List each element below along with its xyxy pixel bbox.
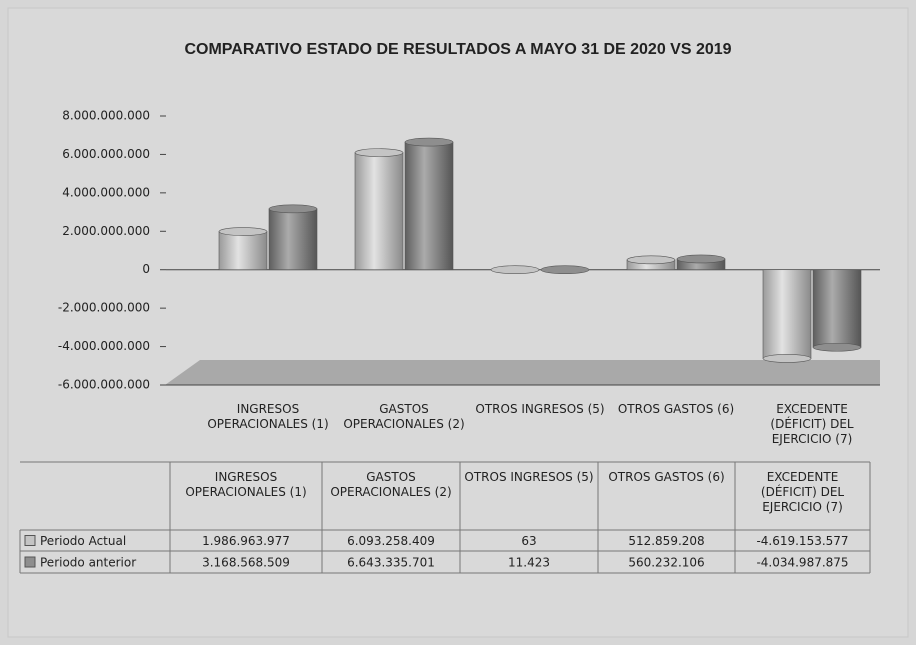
y-tick-label: -6.000.000.000 xyxy=(58,378,150,392)
x-tick-label: OTROS INGRESOS (5) xyxy=(475,402,605,416)
bar xyxy=(354,152,404,271)
bar xyxy=(762,269,812,359)
table-value: 11.423 xyxy=(508,556,550,570)
y-tick-label: 6.000.000.000 xyxy=(62,147,150,161)
table-header: INGRESOS OPERACIONALES (1) xyxy=(185,470,307,499)
bar xyxy=(812,269,862,348)
bar-cap xyxy=(812,342,862,352)
bar-cap xyxy=(762,354,812,363)
table-value: 63 xyxy=(521,534,536,548)
table-value: 512.859.208 xyxy=(628,534,704,548)
bar-cap xyxy=(218,227,268,236)
legend-label: Periodo anterior xyxy=(40,556,136,570)
floor xyxy=(165,360,880,385)
table-header: EXCEDENTE (DÉFICIT) DEL EJERCICIO (7) xyxy=(760,470,845,514)
bar-cap xyxy=(490,265,540,275)
y-tick-label: 8.000.000.000 xyxy=(62,109,150,123)
table-value: 6.093.258.409 xyxy=(347,534,435,548)
bar xyxy=(218,231,268,271)
bar-cap xyxy=(676,254,726,264)
legend-swatch xyxy=(24,556,36,568)
table-header: GASTOS OPERACIONALES (2) xyxy=(330,470,452,499)
table-value: 1.986.963.977 xyxy=(202,534,290,548)
legend-label: Periodo Actual xyxy=(40,534,126,548)
y-tick-label: 2.000.000.000 xyxy=(62,224,150,238)
x-tick-label: INGRESOS OPERACIONALES (1) xyxy=(207,402,329,431)
chart-title: COMPARATIVO ESTADO DE RESULTADOS A MAYO … xyxy=(184,41,731,58)
y-tick-label: -4.000.000.000 xyxy=(58,339,150,353)
table-value: 6.643.335.701 xyxy=(347,556,435,570)
table-header: OTROS INGRESOS (5) xyxy=(464,470,594,484)
table-header: OTROS GASTOS (6) xyxy=(608,470,725,484)
bar xyxy=(404,141,454,271)
table-value: -4.619.153.577 xyxy=(756,534,848,548)
bar-cap xyxy=(354,148,404,157)
bar xyxy=(268,208,318,271)
chart-area xyxy=(7,7,909,638)
bar-cap xyxy=(404,137,454,147)
bar-cap xyxy=(268,204,318,214)
y-tick-label: 4.000.000.000 xyxy=(62,185,150,199)
y-tick-label: 0 xyxy=(142,262,150,276)
x-tick-label: EXCEDENTE (DÉFICIT) DEL EJERCICIO (7) xyxy=(770,402,854,446)
table-value: -4.034.987.875 xyxy=(756,556,848,570)
table-value: 3.168.568.509 xyxy=(202,556,290,570)
y-tick-label: -2.000.000.000 xyxy=(58,301,150,315)
bar-cap xyxy=(540,265,590,275)
table-value: 560.232.106 xyxy=(628,556,704,570)
bar-cap xyxy=(626,255,676,265)
x-tick-label: GASTOS OPERACIONALES (2) xyxy=(343,402,465,431)
x-tick-label: OTROS GASTOS (6) xyxy=(617,402,735,416)
legend-swatch xyxy=(24,535,36,546)
